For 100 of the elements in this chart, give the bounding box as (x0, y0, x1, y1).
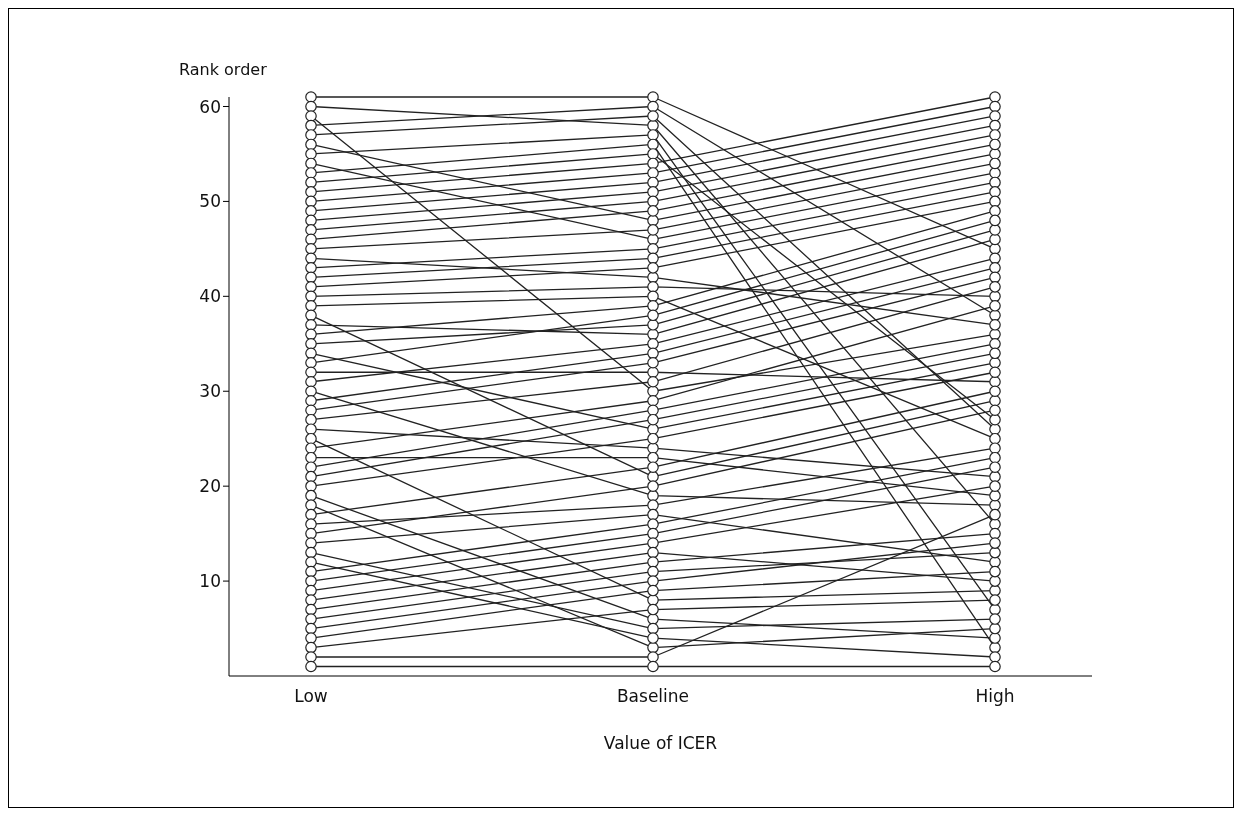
point (989, 100, 1001, 113)
point (647, 480, 659, 492)
point (647, 262, 659, 274)
point (305, 537, 317, 549)
point (647, 138, 659, 151)
point (305, 243, 317, 255)
point (647, 356, 659, 369)
point (305, 641, 317, 654)
point (305, 442, 317, 454)
point (305, 214, 317, 227)
point (305, 167, 317, 179)
point (305, 584, 317, 597)
point (305, 157, 317, 170)
point (647, 91, 659, 103)
point (989, 281, 1001, 293)
point (647, 319, 659, 331)
point (647, 556, 659, 568)
point (647, 224, 659, 236)
point (989, 205, 1001, 217)
point (305, 337, 317, 350)
point (305, 527, 317, 540)
point (647, 337, 659, 350)
point (647, 195, 659, 208)
point (647, 129, 659, 141)
point (305, 110, 317, 122)
point (305, 413, 317, 426)
point (305, 489, 317, 502)
point (647, 110, 659, 122)
point (647, 148, 659, 160)
point (647, 518, 659, 530)
point (647, 603, 659, 616)
point (647, 176, 659, 189)
point (647, 252, 659, 265)
point (989, 366, 1001, 379)
point (305, 613, 317, 625)
point (647, 375, 659, 388)
point (647, 537, 659, 549)
x-tick-label: Baseline (616, 686, 690, 707)
point (989, 186, 1001, 198)
point (305, 205, 317, 217)
point (989, 119, 1001, 132)
point (305, 129, 317, 141)
point (647, 632, 659, 644)
point (989, 442, 1001, 454)
point (305, 575, 317, 587)
point (647, 575, 659, 587)
point (647, 205, 659, 217)
point (305, 480, 317, 492)
point (989, 319, 1001, 331)
point (647, 394, 659, 407)
point (305, 186, 317, 198)
point (305, 660, 317, 673)
x-tick-label: Low (294, 686, 328, 707)
x-tick-label: High (975, 686, 1015, 707)
point (305, 518, 317, 530)
point (305, 394, 317, 407)
point (989, 651, 1001, 663)
point (989, 565, 1001, 578)
point (305, 432, 317, 445)
y-tick-label: 60 (199, 96, 221, 117)
point (989, 252, 1001, 265)
y-tick-label: 10 (199, 571, 221, 592)
y-axis-title: Rank order (179, 60, 268, 79)
point (647, 167, 659, 179)
point (305, 233, 317, 246)
point (305, 252, 317, 265)
point (305, 195, 317, 208)
point (989, 347, 1001, 360)
point (305, 499, 317, 511)
point (305, 603, 317, 616)
point (305, 300, 317, 312)
point (989, 575, 1001, 587)
point (647, 243, 659, 255)
point (989, 632, 1001, 644)
point (647, 157, 659, 170)
point (647, 451, 659, 464)
point (305, 622, 317, 635)
y-tick-label: 20 (199, 476, 221, 497)
point (647, 461, 659, 473)
point (305, 508, 317, 521)
y-tick-label: 50 (199, 191, 221, 212)
point (989, 110, 1001, 122)
point (647, 100, 659, 113)
point (305, 375, 317, 388)
point (305, 281, 317, 293)
point (305, 451, 317, 464)
point (989, 176, 1001, 189)
point (305, 119, 317, 132)
point (989, 432, 1001, 445)
point (989, 337, 1001, 350)
point (989, 527, 1001, 540)
point (647, 565, 659, 578)
point (647, 527, 659, 540)
point (305, 319, 317, 331)
point (305, 546, 317, 559)
point (305, 271, 317, 284)
point (989, 613, 1001, 625)
y-tick-label: 40 (199, 286, 221, 307)
y-tick-label: 30 (199, 381, 221, 402)
point (305, 632, 317, 644)
